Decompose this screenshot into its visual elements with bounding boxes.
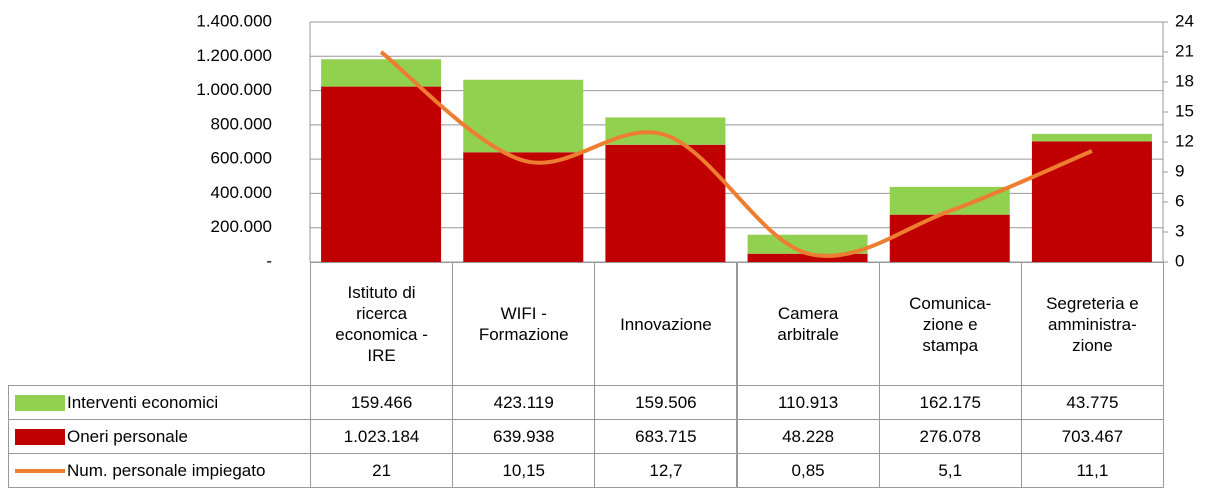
value-cell: 162.175	[878, 385, 1022, 420]
y-tick-label: 1.400.000	[196, 11, 272, 30]
y2-tick-label: 18	[1175, 71, 1194, 90]
value-cell: 11,1	[1020, 453, 1164, 488]
y-tick-label: 200.000	[211, 217, 272, 236]
bar	[463, 79, 584, 153]
y-tick-label: 400.000	[211, 183, 272, 202]
value-cell: 1.023.184	[310, 419, 454, 454]
value-cell: 10,15	[452, 453, 596, 488]
bar	[1031, 141, 1152, 262]
category-cell: Camera arbitrale	[736, 262, 880, 386]
value-cell: 159.506	[594, 385, 738, 420]
bar	[463, 152, 584, 262]
category-cell: Comunica- zione e stampa	[878, 262, 1022, 386]
y2-tick-label: 3	[1175, 221, 1184, 240]
y2-tick-label: 24	[1175, 11, 1194, 30]
y-tick-label: 1.200.000	[196, 46, 272, 65]
legend-label: Oneri personale	[67, 427, 188, 446]
value-cell: 276.078	[878, 419, 1022, 454]
category-cell: Segreteria e amministra- zione	[1020, 262, 1164, 386]
bar	[1031, 133, 1152, 142]
y2-tick-label: 15	[1175, 101, 1194, 120]
legend-cell: Num. personale impiegato	[8, 453, 311, 488]
legend-swatch	[15, 428, 65, 445]
y2-tick-label: 0	[1175, 251, 1184, 270]
value-cell: 703.467	[1020, 419, 1164, 454]
bar	[747, 234, 868, 254]
value-cell: 639.938	[452, 419, 596, 454]
value-cell: 423.119	[452, 385, 596, 420]
legend-label: Interventi economici	[67, 393, 219, 412]
value-cell: 5,1	[878, 453, 1022, 488]
y2-tick-label: 6	[1175, 191, 1184, 210]
y-tick-label: -	[266, 251, 272, 270]
legend-swatch	[15, 394, 65, 411]
y-tick-label: 800.000	[211, 114, 272, 133]
value-cell: 683.715	[594, 419, 738, 454]
legend-cell: Interventi economici	[8, 385, 311, 420]
y-tick-label: 600.000	[211, 149, 272, 168]
category-cell: WIFI - Formazione	[452, 262, 596, 386]
y2-tick-label: 9	[1175, 161, 1184, 180]
line	[379, 50, 1093, 259]
bar	[747, 253, 868, 262]
bar	[889, 214, 1010, 262]
legend-label: Num. personale impiegato	[67, 461, 266, 480]
y2-tick-label: 12	[1175, 131, 1194, 150]
category-cell: Innovazione	[594, 262, 738, 386]
bar	[321, 59, 442, 87]
y2-tick-label: 21	[1175, 41, 1194, 60]
value-cell: 21	[310, 453, 454, 488]
bar	[605, 117, 726, 145]
legend-swatch	[15, 468, 65, 473]
value-cell: 43.775	[1020, 385, 1164, 420]
legend-cell: Oneri personale	[8, 419, 311, 454]
category-cell: Istituto di ricerca economica - IRE	[310, 262, 454, 386]
bar	[321, 86, 442, 262]
value-cell: 12,7	[594, 453, 738, 488]
value-cell: 48.228	[736, 419, 880, 454]
y-tick-label: 1.000.000	[196, 80, 272, 99]
value-cell: 110.913	[736, 385, 880, 420]
value-cell: 0,85	[736, 453, 880, 488]
value-cell: 159.466	[310, 385, 454, 420]
